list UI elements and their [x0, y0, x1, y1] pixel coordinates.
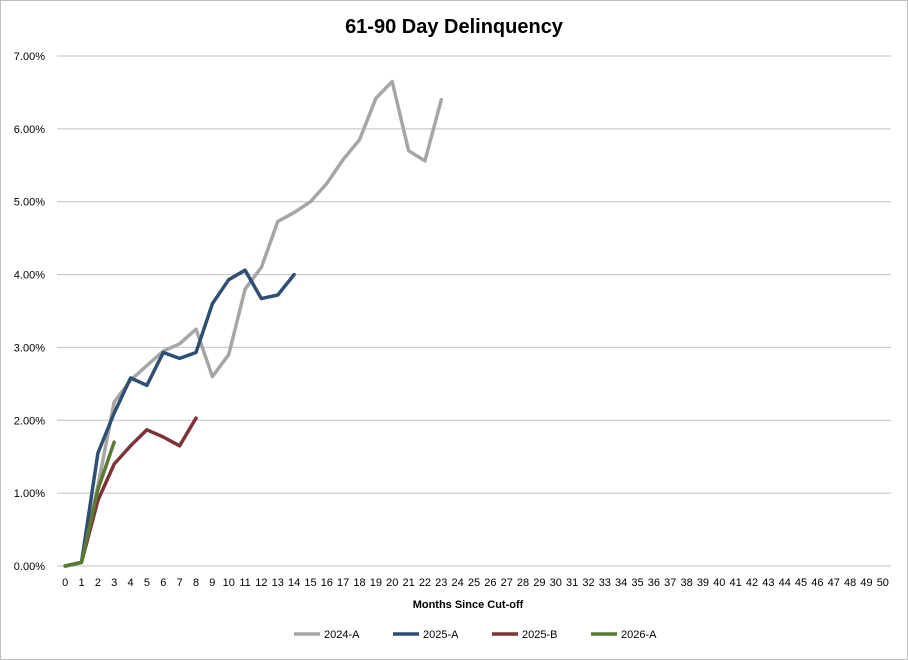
- x-tick-label: 15: [304, 577, 316, 589]
- x-tick-label: 0: [62, 577, 68, 589]
- grid-layer: [57, 55, 891, 567]
- x-tick-label: 5: [144, 577, 150, 589]
- x-tick-label: 7: [177, 577, 183, 589]
- x-tick-label: 30: [550, 577, 562, 589]
- x-tick-label: 47: [828, 577, 840, 589]
- x-tick-label: 8: [193, 577, 199, 589]
- chart-title: 61-90 Day Delinquency: [345, 16, 564, 38]
- x-tick-label: 34: [615, 577, 627, 589]
- x-tick-label: 21: [402, 577, 414, 589]
- x-tick-label: 45: [795, 577, 807, 589]
- x-tick-label: 50: [877, 577, 889, 589]
- x-tick-label: 11: [239, 577, 250, 589]
- x-tick-label: 18: [353, 577, 365, 589]
- x-tick-label: 4: [128, 577, 134, 589]
- x-tick-label: 1: [78, 577, 84, 589]
- legend-label: 2024-A: [324, 629, 360, 641]
- legend-label: 2025-A: [423, 629, 459, 641]
- legend-label: 2026-A: [621, 629, 657, 641]
- legend-label: 2025-B: [522, 629, 557, 641]
- x-tick-label: 43: [762, 577, 774, 589]
- x-tick-label: 23: [435, 577, 447, 589]
- x-tick-label: 19: [370, 577, 382, 589]
- x-tick-label: 3: [111, 577, 117, 589]
- x-tick-label: 41: [730, 577, 742, 589]
- x-tick-label: 20: [386, 577, 398, 589]
- x-tick-label: 36: [648, 577, 660, 589]
- x-tick-label: 48: [844, 577, 856, 589]
- y-tick-label: 1.00%: [14, 488, 45, 500]
- x-tick-label: 9: [209, 577, 215, 589]
- x-tick-label: 42: [746, 577, 758, 589]
- y-tick-label: 4.00%: [14, 270, 45, 282]
- x-axis-title: Months Since Cut-off: [413, 599, 524, 611]
- x-tick-label: 17: [337, 577, 349, 589]
- x-tick-label: 13: [272, 577, 284, 589]
- x-tick-label: 10: [223, 577, 235, 589]
- x-tick-label: 40: [713, 577, 725, 589]
- legend: 2024-A 2025-A 2025-B 2026-A: [294, 629, 657, 641]
- x-tick-label: 46: [811, 577, 823, 589]
- x-tick-label: 28: [517, 577, 529, 589]
- y-tick-label: 3.00%: [14, 342, 45, 354]
- y-axis-tick-labels: 0.00% 1.00% 2.00% 3.00% 4.00% 5.00% 6.00% 7.00%: [14, 51, 45, 573]
- x-tick-label: 12: [255, 577, 267, 589]
- x-tick-label: 32: [582, 577, 594, 589]
- x-tick-label: 14: [288, 577, 300, 589]
- x-tick-label: 49: [860, 577, 872, 589]
- x-tick-label: 26: [484, 577, 496, 589]
- x-tick-label: 25: [468, 577, 480, 589]
- x-tick-label: 27: [501, 577, 513, 589]
- x-tick-label: 2: [95, 577, 101, 589]
- x-tick-label: 44: [779, 577, 791, 589]
- x-tick-label: 31: [566, 577, 578, 589]
- x-tick-label: 37: [664, 577, 676, 589]
- x-tick-label: 16: [321, 577, 333, 589]
- x-tick-label: 35: [631, 577, 643, 589]
- x-tick-label: 39: [697, 577, 709, 589]
- x-axis-tick-labels: 0 1 2 3 4 5 6 7 8 9 10 11 12 13 14 15 16 17 18 19 20 21 22 23 24…: [62, 577, 889, 589]
- y-tick-label: 0.00%: [14, 561, 45, 573]
- series-line-2025-A: [63, 268, 296, 568]
- x-tick-label: 29: [533, 577, 545, 589]
- y-tick-label: 5.00%: [14, 197, 45, 209]
- series-line-2026-A: [63, 440, 116, 568]
- x-tick-label: 22: [419, 577, 431, 589]
- x-tick-label: 38: [680, 577, 692, 589]
- y-tick-label: 7.00%: [14, 51, 45, 63]
- x-tick-label: 33: [599, 577, 611, 589]
- series-layer: [63, 79, 444, 568]
- x-tick-label: 24: [452, 577, 464, 589]
- y-tick-label: 2.00%: [14, 415, 45, 427]
- x-tick-label: 6: [160, 577, 166, 589]
- y-tick-label: 6.00%: [14, 124, 45, 136]
